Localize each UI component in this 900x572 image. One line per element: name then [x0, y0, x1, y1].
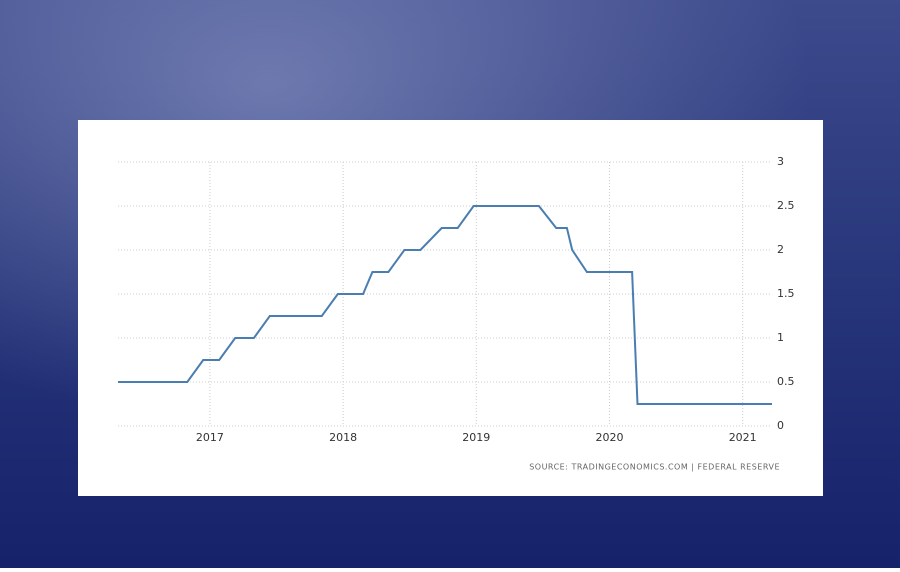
y-tick-label: 2	[777, 243, 784, 256]
y-tick-label: 1.5	[777, 287, 795, 300]
y-tick-label: 2.5	[777, 199, 795, 212]
x-tick-label: 2020	[595, 431, 623, 444]
x-tick-label: 2021	[729, 431, 757, 444]
y-tick-label: 1	[777, 331, 784, 344]
source-note: SOURCE: TRADINGECONOMICS.COM | FEDERAL R…	[529, 463, 780, 472]
y-tick-label: 0	[777, 419, 784, 432]
x-tick-label: 2017	[196, 431, 224, 444]
y-tick-label: 0.5	[777, 375, 795, 388]
data-line	[118, 205, 772, 405]
x-tick-label: 2018	[329, 431, 357, 444]
x-tick-label: 2019	[462, 431, 490, 444]
chart-card	[78, 120, 823, 496]
y-tick-label: 3	[777, 155, 784, 168]
